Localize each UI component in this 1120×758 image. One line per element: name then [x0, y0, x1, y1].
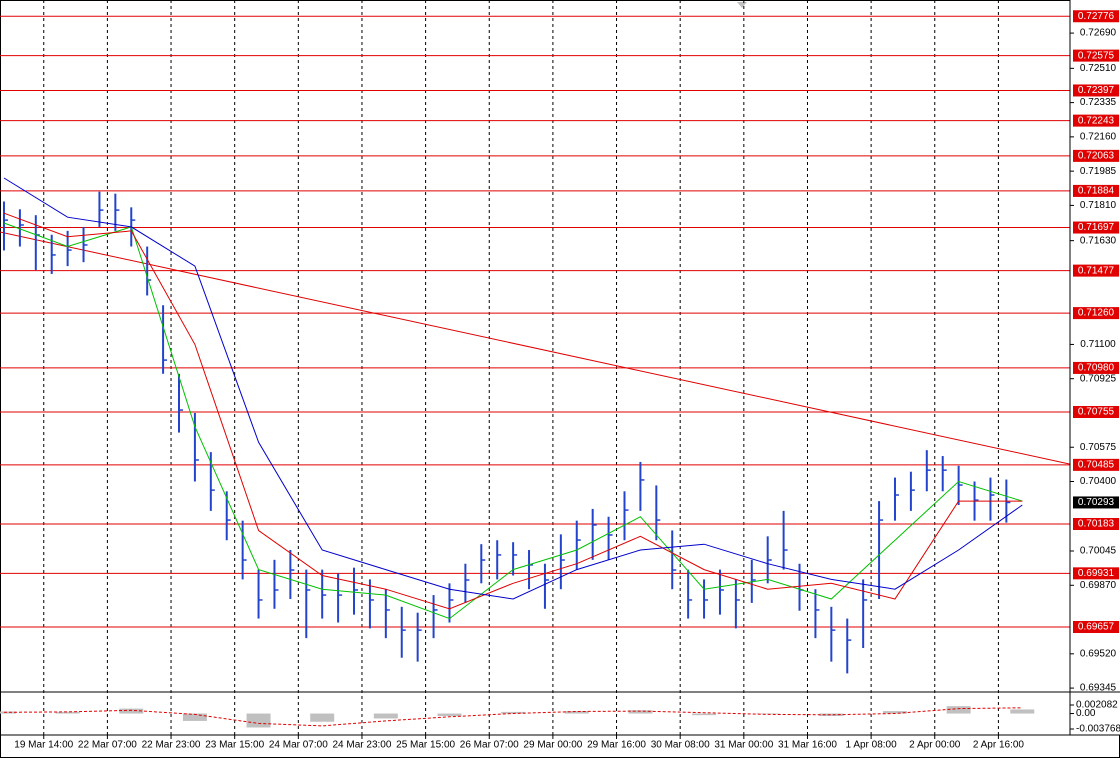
level-label-box — [1073, 84, 1119, 97]
level-label-box — [1073, 405, 1119, 418]
y-tick-label: 0.72690 — [1080, 28, 1117, 39]
x-tick-label: 22 Mar 23:00 — [142, 740, 201, 751]
level-label-box — [1073, 184, 1119, 197]
level-label: 0.72776 — [1078, 11, 1115, 22]
level-label-box — [1073, 620, 1119, 633]
level-label-box — [1073, 307, 1119, 320]
level-label: 0.72243 — [1078, 115, 1115, 126]
moving-average — [3, 177, 1023, 600]
level-label: 0.71477 — [1078, 265, 1115, 276]
histogram-bar — [119, 708, 144, 714]
x-tick-label: 19 Mar 14:00 — [14, 740, 73, 751]
y-tick-label: 0.72510 — [1080, 63, 1117, 74]
x-tick-label: 29 Mar 16:00 — [587, 740, 646, 751]
y-tick-label: 0.002082 — [1076, 700, 1118, 711]
x-tick-label: 30 Mar 08:00 — [651, 740, 710, 751]
moving-average — [3, 222, 1023, 620]
histogram-bar — [882, 711, 907, 714]
y-tick-label: 0.71985 — [1080, 166, 1117, 177]
y-tick-label: 0.69345 — [1080, 683, 1117, 694]
histogram-bar — [755, 713, 780, 715]
x-tick-label: 24 Mar 07:00 — [269, 740, 328, 751]
x-tick-label: 31 Mar 00:00 — [714, 740, 773, 751]
signal-line — [3, 707, 1023, 727]
level-label-box — [1073, 567, 1119, 580]
x-tick-label: 1 Apr 08:00 — [846, 740, 898, 751]
level-label: 0.70183 — [1078, 519, 1115, 530]
level-label: 0.70755 — [1078, 407, 1115, 418]
level-label: 0.71884 — [1078, 186, 1115, 197]
level-label-box — [1073, 361, 1119, 374]
level-label: 0.70485 — [1078, 459, 1115, 470]
last-price-box — [1073, 496, 1119, 509]
level-label-box — [1073, 149, 1119, 162]
histogram-bar — [1010, 709, 1035, 714]
y-tick-label: 0.71630 — [1080, 235, 1117, 246]
level-label: 0.69931 — [1078, 568, 1115, 579]
level-label-box — [1073, 114, 1119, 127]
x-tick-label: 24 Mar 23:00 — [333, 740, 392, 751]
histogram-bar — [501, 711, 526, 714]
level-label: 0.70980 — [1078, 363, 1115, 374]
level-label: 0.72397 — [1078, 85, 1115, 96]
histogram-bar — [246, 713, 271, 728]
last-price-label: 0.70293 — [1078, 497, 1115, 508]
y-tick-label: 0.70925 — [1080, 373, 1117, 384]
histogram-bar — [310, 713, 335, 722]
x-tick-label: 2 Apr 16:00 — [973, 740, 1025, 751]
y-tick-label: 0.71100 — [1080, 339, 1116, 350]
level-label-box — [1073, 10, 1119, 23]
histogram-bar — [55, 711, 80, 714]
moving-average — [3, 212, 1023, 610]
y-tick-label: 0.00 — [1076, 708, 1096, 719]
histogram-bar — [564, 711, 589, 714]
y-tick-label: 0.72160 — [1080, 132, 1117, 143]
x-tick-label: 25 Mar 15:00 — [396, 740, 455, 751]
level-label: 0.69657 — [1078, 622, 1115, 633]
histogram-bar — [946, 706, 971, 714]
level-label-box — [1073, 264, 1119, 277]
histogram-bar — [628, 710, 653, 714]
histogram-bar — [819, 713, 844, 717]
level-label: 0.71260 — [1078, 308, 1115, 319]
x-tick-label: 31 Mar 16:00 — [778, 740, 837, 751]
x-tick-label: 29 Mar 00:00 — [523, 740, 582, 751]
x-tick-label: 22 Mar 07:00 — [78, 740, 137, 751]
y-tick-label: 0.69870 — [1080, 580, 1117, 591]
y-tick-label: 0.72335 — [1080, 97, 1117, 108]
x-tick-label: 23 Mar 15:00 — [205, 740, 264, 751]
histogram-bar — [182, 713, 207, 721]
y-tick-label: 0.71810 — [1080, 200, 1117, 211]
level-label-box — [1073, 49, 1119, 62]
level-label-box — [1073, 517, 1119, 530]
histogram-bar — [437, 713, 462, 717]
histogram-bar — [0, 711, 16, 714]
y-tick-label: 0.70045 — [1080, 546, 1117, 557]
level-label-box — [1073, 221, 1119, 234]
histogram-bar — [692, 713, 717, 716]
scroll-marker — [737, 2, 747, 8]
y-tick-label: -0.003768 — [1076, 724, 1120, 735]
x-tick-label: 26 Mar 07:00 — [460, 740, 519, 751]
y-tick-label: 0.70400 — [1080, 476, 1117, 487]
y-tick-label: 0.69520 — [1080, 648, 1117, 659]
level-label-box — [1073, 458, 1119, 471]
level-label: 0.71697 — [1078, 222, 1115, 233]
level-label: 0.72063 — [1078, 151, 1115, 162]
trendline — [0, 231, 1071, 465]
y-tick-label: 0.70575 — [1080, 442, 1117, 453]
level-label: 0.72575 — [1078, 50, 1115, 61]
histogram-bar — [373, 713, 398, 719]
x-tick-label: 2 Apr 00:00 — [909, 740, 961, 751]
